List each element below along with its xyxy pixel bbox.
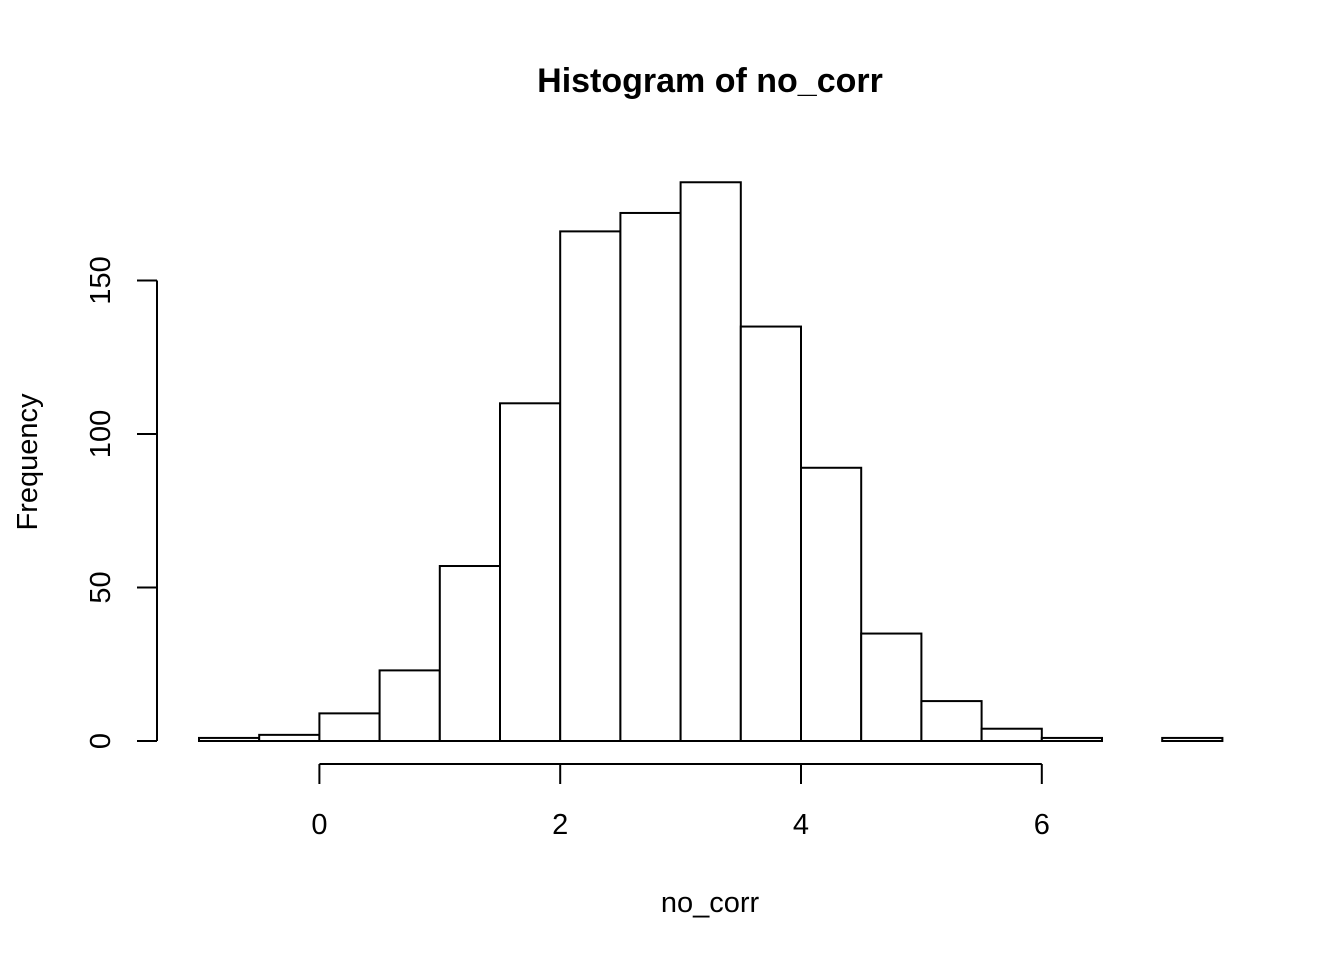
histogram-bar: [739, 325, 802, 742]
y-tick-label: 50: [85, 571, 117, 603]
y-axis: 0 50 100 150: [85, 256, 158, 749]
x-tick-label: 0: [311, 809, 327, 841]
x-tick-label: 2: [552, 809, 568, 841]
x-axis: 0 2 4 6: [311, 763, 1050, 841]
histogram-bar: [619, 211, 682, 742]
histogram-bar: [679, 181, 742, 742]
y-tick-label: 0: [85, 733, 117, 749]
x-axis-label: no_corr: [661, 887, 760, 919]
y-axis-label: Frequency: [12, 393, 44, 531]
bars-group: [198, 181, 1224, 743]
y-tick-label: 150: [85, 256, 117, 304]
histogram-bar: [800, 466, 863, 742]
y-tick-label: 100: [85, 410, 117, 458]
x-tick-label: 4: [793, 809, 809, 841]
histogram-bar: [1161, 736, 1224, 742]
histogram-bar: [318, 712, 381, 742]
x-tick-label: 6: [1034, 809, 1050, 841]
histogram-bar: [198, 736, 261, 742]
histogram-bar: [258, 733, 321, 742]
histogram-bar: [920, 700, 983, 743]
histogram-bar: [499, 402, 562, 742]
chart-title: Histogram of no_corr: [537, 62, 883, 100]
histogram-bar: [438, 565, 501, 743]
histogram-bar: [980, 727, 1043, 742]
histogram-bar: [860, 632, 923, 742]
histogram-bar: [1040, 736, 1104, 742]
histogram-bar: [378, 669, 441, 743]
histogram-bar: [559, 230, 622, 742]
